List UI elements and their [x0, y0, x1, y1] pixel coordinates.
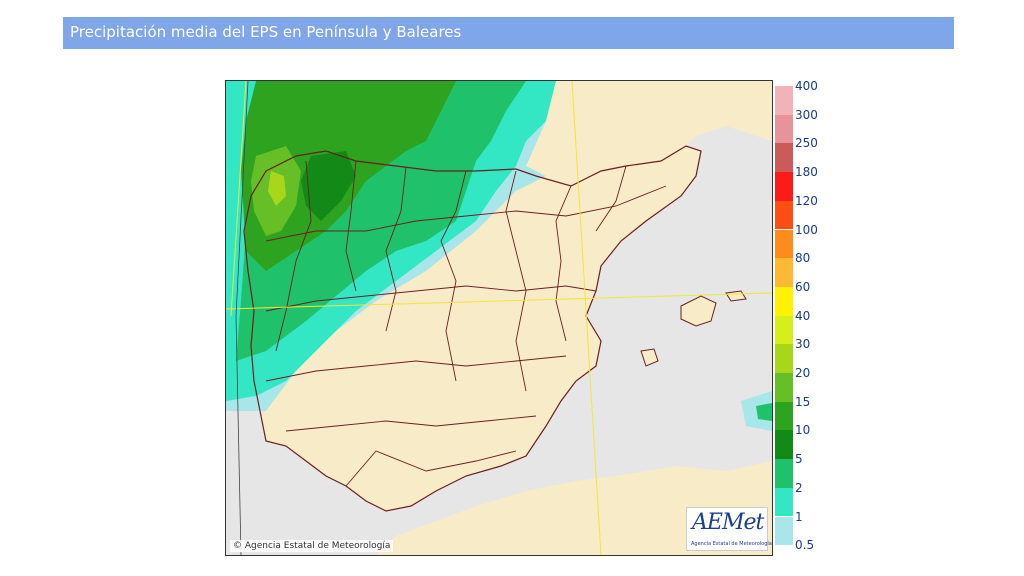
legend-label: 250: [795, 136, 818, 151]
legend-label: 40: [795, 308, 811, 323]
legend-swatch: [775, 143, 793, 173]
legend-swatch: [775, 114, 793, 144]
legend-label: 80: [795, 251, 811, 266]
legend-swatch: [775, 172, 793, 201]
copyright-notice: © Agencia Estatal de Meteorología: [230, 540, 394, 552]
legend-swatch: [775, 86, 793, 115]
legend-label: 300: [795, 107, 818, 122]
legend-label: 15: [795, 394, 811, 409]
precip-spot-east-green: [756, 403, 772, 421]
france-land: [526, 81, 772, 186]
legend-label: 400: [795, 79, 818, 93]
domain-edge: [235, 81, 249, 555]
title-bar: Precipitación media del EPS en Península…: [63, 17, 954, 49]
legend-swatch: [775, 286, 793, 316]
legend-label: 60: [795, 279, 811, 294]
legend-swatch: [775, 229, 793, 259]
legend-label: 1: [795, 509, 803, 524]
legend-label: 120: [795, 193, 818, 208]
legend-swatch: [775, 459, 793, 488]
legend-swatch: [775, 430, 793, 460]
coastline: [243, 145, 702, 512]
mallorca: [680, 295, 717, 327]
precip-spot-east: [741, 391, 772, 431]
ibiza: [640, 348, 659, 367]
legend-swatch: [775, 373, 793, 402]
africa-land: [376, 461, 772, 555]
legend-swatch: [775, 516, 793, 546]
precipitation-map[interactable]: © Agencia Estatal de Meteorología AEMet …: [225, 80, 773, 556]
map-canvas: [226, 81, 772, 555]
precip-patch-dark: [301, 151, 356, 221]
lat-lon-grid: [226, 81, 772, 555]
page-title: Precipitación media del EPS en Península…: [70, 23, 462, 41]
legend-swatch: [775, 258, 793, 287]
legend-label: 0.5: [795, 538, 815, 553]
aemet-logo: AEMet Agencia Estatal de Meteorología: [686, 507, 772, 551]
legend-swatch: [775, 200, 793, 230]
legend-swatch: [775, 401, 793, 431]
legend-swatch: [775, 344, 793, 373]
legend-label: 100: [795, 222, 818, 237]
legend-label: 180: [795, 165, 818, 180]
legend-swatch: [775, 487, 793, 517]
legend-label: 30: [795, 337, 811, 352]
aemet-logo-subtext: Agencia Estatal de Meteorología: [691, 541, 772, 547]
legend-label: 2: [795, 480, 803, 495]
precip-patch-yellowgreen: [268, 171, 286, 206]
legend-label: 10: [795, 423, 811, 438]
legend-swatch: [775, 315, 793, 345]
legend-label: 5: [795, 452, 803, 467]
aemet-logo-mark: AEMet: [692, 510, 764, 535]
legend-label: 20: [795, 366, 811, 380]
dry-land: [261, 146, 701, 511]
